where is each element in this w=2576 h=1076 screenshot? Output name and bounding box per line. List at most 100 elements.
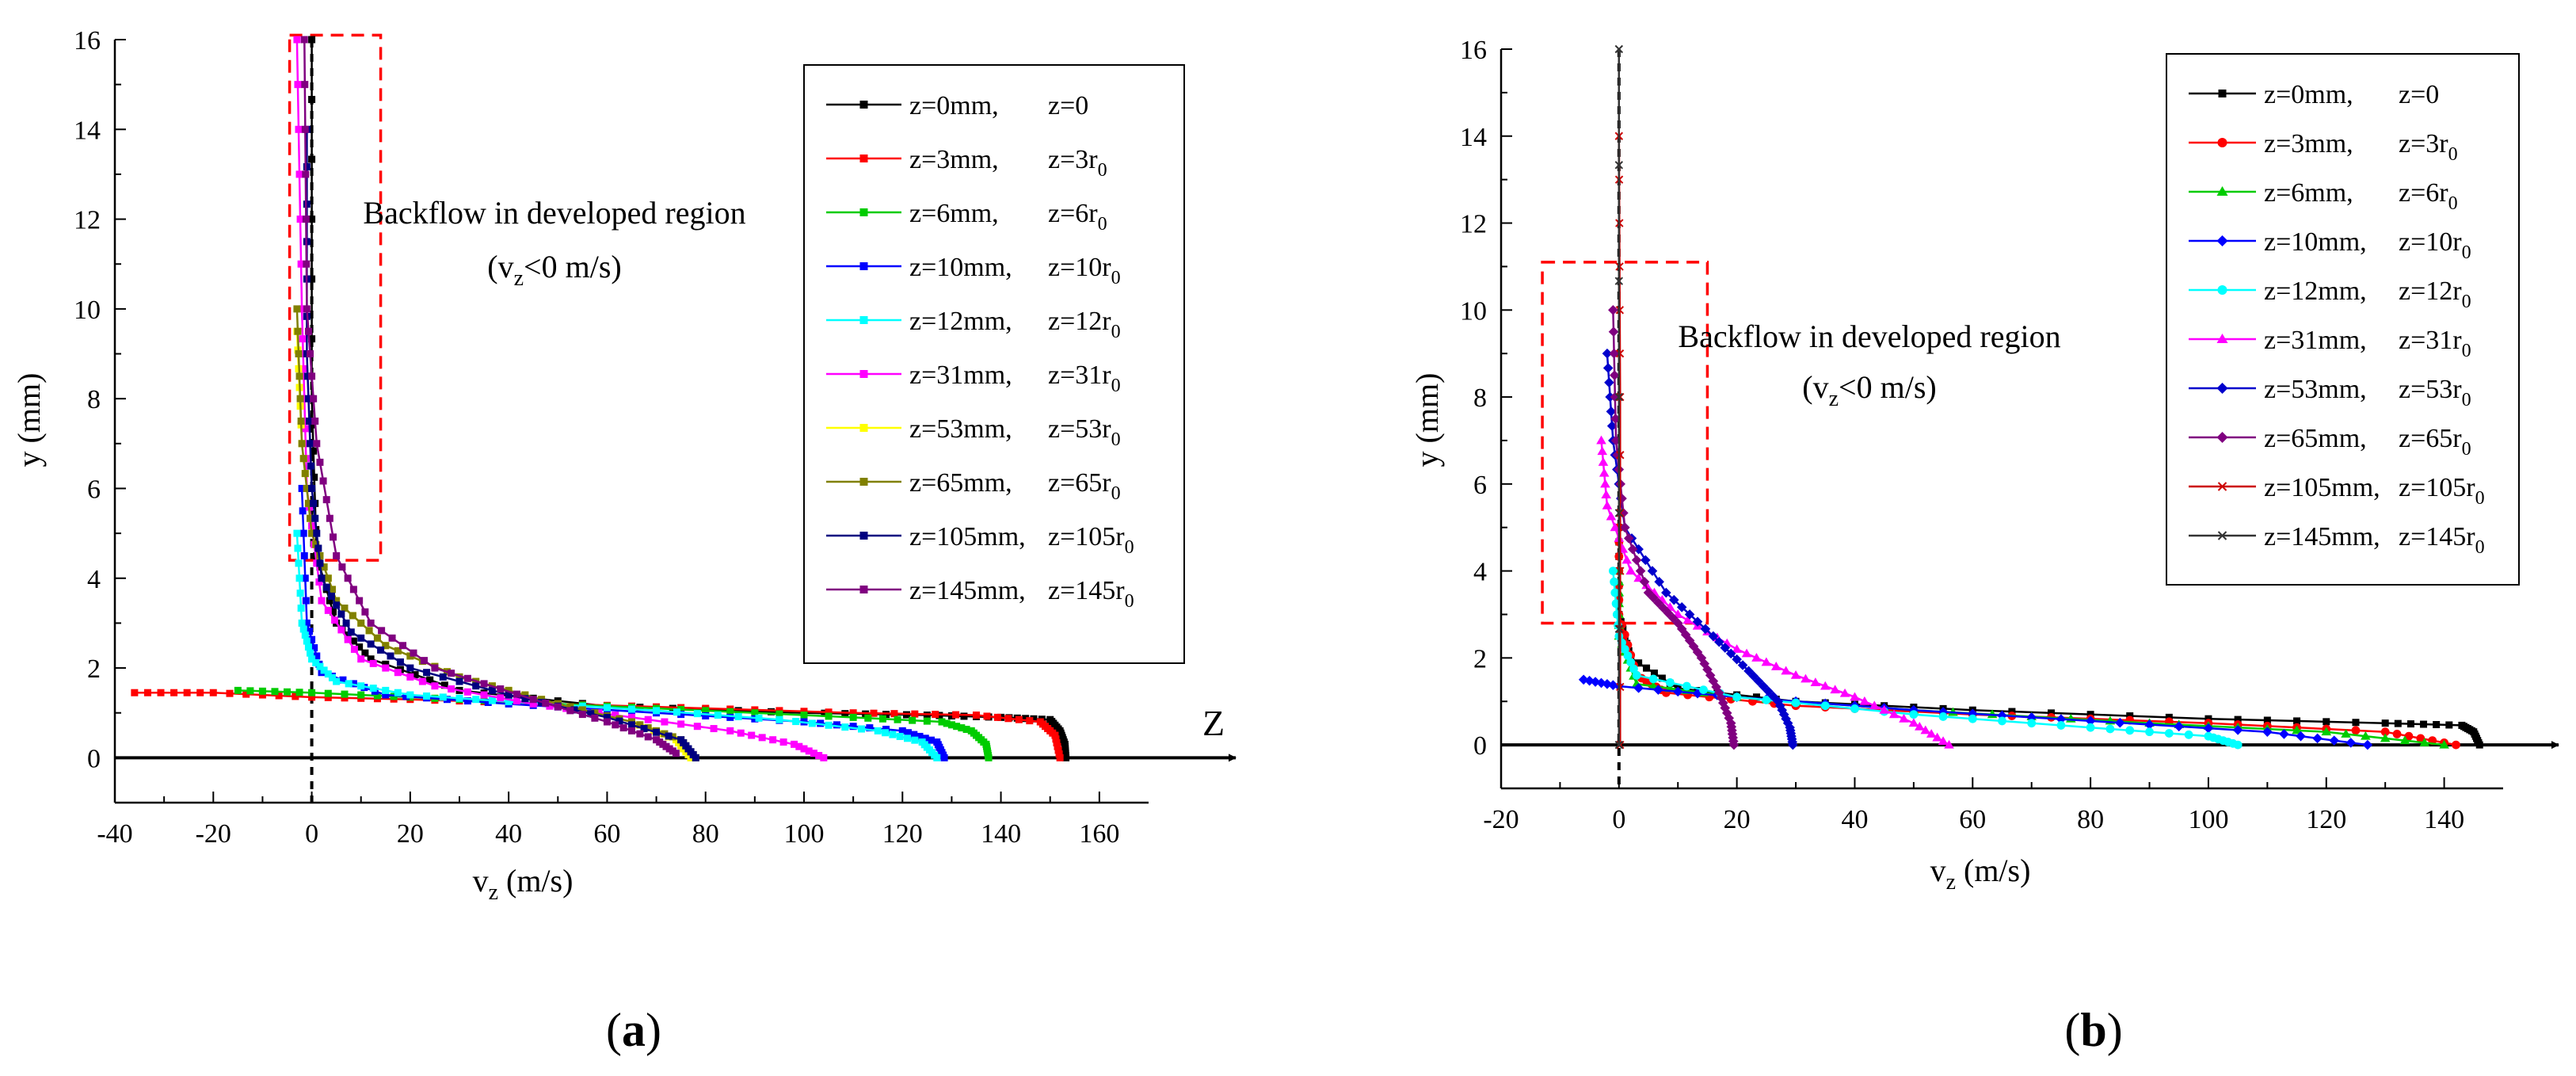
backflow-region-box <box>288 33 383 562</box>
legend-label: z=0mm, <box>909 91 999 120</box>
data-point <box>1661 587 1671 598</box>
data-point <box>2433 721 2441 729</box>
data-point <box>1781 713 1791 724</box>
data-point <box>821 709 829 717</box>
data-point <box>382 660 390 668</box>
data-point <box>779 738 787 746</box>
data-point <box>636 721 644 729</box>
legend-label-2: z=0 <box>2399 80 2439 109</box>
data-point <box>304 395 312 403</box>
data-point <box>319 477 327 485</box>
data-point <box>350 645 358 653</box>
data-point <box>2008 708 2016 715</box>
data-point <box>1052 735 1060 743</box>
legend-item: z=105mm, z=105r0 <box>2189 473 2485 509</box>
data-point <box>1672 686 1683 697</box>
data-point <box>751 715 759 723</box>
data-point <box>2115 717 2125 728</box>
data-point <box>2292 725 2302 735</box>
data-point <box>775 710 783 718</box>
data-point <box>1610 522 1621 532</box>
data-point <box>849 723 857 731</box>
y-tick-label: 8 <box>87 385 101 414</box>
data-point <box>382 642 390 650</box>
data-point <box>1768 691 1778 702</box>
data-point <box>1601 490 1612 499</box>
data-point <box>849 709 857 717</box>
data-point <box>2352 719 2360 727</box>
data-point <box>301 574 309 582</box>
data-point <box>299 335 307 343</box>
data-point <box>1781 666 1791 675</box>
data-point <box>387 652 394 660</box>
series-line <box>295 39 825 759</box>
data-point <box>1026 717 1034 725</box>
data-point <box>911 710 919 718</box>
data-point <box>1743 666 1754 677</box>
data-point <box>859 370 868 378</box>
data-point <box>1643 664 1651 672</box>
data-point <box>859 262 868 270</box>
y-tick-label: 10 <box>74 296 101 325</box>
data-point <box>295 689 303 696</box>
y-tick-label: 0 <box>1473 731 1487 761</box>
data-point <box>1597 446 1608 456</box>
data-point <box>1879 704 1889 714</box>
data-point <box>1751 653 1762 662</box>
data-point <box>841 723 849 731</box>
data-point <box>2420 720 2428 728</box>
data-point <box>1635 659 1643 667</box>
data-point <box>382 664 390 672</box>
data-point <box>324 689 332 697</box>
data-point <box>367 619 375 627</box>
data-point <box>2232 725 2243 735</box>
data-point <box>420 657 428 665</box>
data-point <box>308 635 316 643</box>
data-point <box>2399 735 2410 745</box>
x-tick-label: 140 <box>2424 805 2464 834</box>
legend-label-2: z=53r0 <box>1048 414 1121 450</box>
annotation-backflow: Backflow in developed region <box>363 195 745 231</box>
data-point <box>307 514 314 522</box>
data-point <box>308 693 316 701</box>
data-point <box>367 655 375 663</box>
x-tick-label: 120 <box>882 819 923 849</box>
data-point <box>2394 719 2402 727</box>
data-point <box>1606 406 1617 417</box>
data-point <box>878 715 886 723</box>
data-point <box>1621 555 1633 564</box>
data-point <box>2452 740 2460 750</box>
data-point <box>1676 602 1687 612</box>
data-point <box>755 714 763 722</box>
data-point <box>1615 349 1625 358</box>
data-point <box>2216 186 2228 196</box>
data-point <box>1054 742 1061 750</box>
data-point <box>542 699 550 707</box>
data-point <box>1616 392 1625 402</box>
data-point <box>677 720 685 728</box>
data-point <box>357 619 365 627</box>
data-point <box>1758 681 1769 692</box>
data-point <box>1684 609 1695 620</box>
data-point <box>1968 714 1977 723</box>
legend-label-2: z=31r0 <box>2399 326 2471 361</box>
data-point <box>726 713 734 721</box>
data-point <box>308 529 316 537</box>
legend-label: z=3mm, <box>2264 129 2353 158</box>
data-point <box>1653 685 1663 695</box>
data-point <box>1653 597 1663 609</box>
data-point <box>578 706 586 714</box>
data-point <box>311 644 318 652</box>
data-point <box>307 350 314 358</box>
data-point <box>308 689 316 696</box>
y-tick-label: 14 <box>74 116 101 145</box>
data-point <box>361 608 369 616</box>
data-point <box>1614 509 1624 517</box>
data-point <box>672 750 680 757</box>
data-point <box>356 643 364 651</box>
data-point <box>1915 721 1925 731</box>
data-point <box>693 710 701 718</box>
data-point <box>714 712 722 719</box>
data-point <box>692 754 699 761</box>
data-point <box>2174 721 2185 732</box>
